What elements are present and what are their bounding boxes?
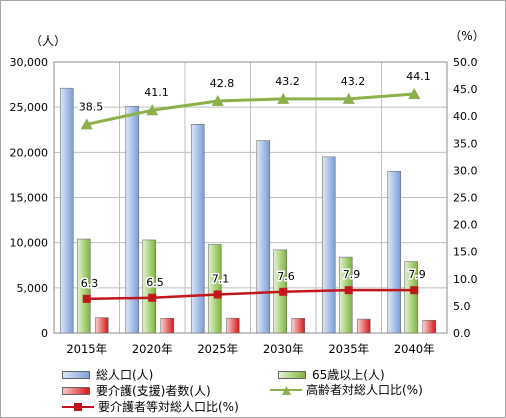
right-axis-tick-label: 25.0	[453, 192, 478, 205]
bar-care-recipients	[291, 318, 306, 334]
bar-care-recipients	[160, 317, 175, 334]
legend-item-elderly-ratio: 高齢者対総人口比(%)	[270, 381, 423, 398]
point-elderly-ratio	[80, 118, 93, 130]
point-care-ratio	[213, 290, 222, 299]
data-label-elderly-ratio: 41.1	[144, 86, 169, 99]
bar-total-population	[387, 171, 402, 334]
legend-line-elderly-ratio	[270, 385, 302, 395]
left-axis-tick-label: 10,000	[10, 237, 49, 250]
category-label: 2015年	[66, 342, 107, 356]
right-axis-tick-label: 30.0	[453, 164, 478, 177]
bar-total-population	[190, 124, 205, 334]
point-care-ratio	[82, 294, 91, 303]
point-elderly-ratio	[146, 104, 159, 116]
category-label: 2040年	[394, 342, 435, 356]
data-label-elderly-ratio: 38.5	[79, 100, 104, 113]
bar-care-recipients	[356, 318, 371, 334]
point-elderly-ratio	[342, 92, 355, 104]
data-label-elderly-ratio: 42.8	[210, 77, 235, 90]
bar-over-65	[207, 244, 222, 334]
legend-line-care-ratio	[62, 402, 94, 412]
legend-swatch-total-population	[62, 370, 90, 379]
legend-label-total-population: 総人口(人)	[96, 368, 154, 382]
data-label-elderly-ratio: 43.2	[341, 75, 366, 88]
triangle-marker-icon	[282, 385, 291, 395]
legend-label-elderly-ratio: 高齢者対総人口比(%)	[306, 383, 423, 397]
right-axis-tick-label: 45.0	[453, 83, 478, 96]
legend-label-care-recipients: 要介護(支援)者数(人)	[96, 384, 211, 398]
line-elderly-ratio	[86, 92, 415, 126]
line-care-ratio	[86, 288, 415, 301]
left-axis-tick-label: 30,000	[10, 56, 49, 69]
category-label: 2030年	[263, 342, 304, 356]
data-label-care-ratio: 7.9	[408, 268, 426, 281]
legend-swatch-over-65	[278, 370, 306, 379]
bar-care-recipients	[94, 317, 109, 334]
data-label-care-ratio: 7.1	[212, 273, 230, 286]
legend-item-over-65: 65歳以上(人)	[278, 366, 385, 383]
point-elderly-ratio	[408, 87, 421, 99]
legend-item-care-ratio: 要介護者等対総人口比(%)	[62, 398, 239, 415]
left-axis-tick-label: 15,000	[10, 192, 49, 205]
right-axis-tick-label: 40.0	[453, 110, 478, 123]
right-axis-tick-label: 50.0	[453, 56, 478, 69]
bar-over-65	[76, 238, 91, 334]
category-label: 2025年	[197, 342, 238, 356]
right-axis-tick-label: 15.0	[453, 246, 478, 259]
bar-total-population	[321, 156, 336, 334]
data-label-elderly-ratio: 43.2	[275, 75, 300, 88]
bar-total-population	[125, 105, 140, 334]
left-axis-tick-label: 25,000	[10, 101, 49, 114]
right-axis-unit-label: （%）	[449, 29, 484, 43]
chart-legend: 総人口(人) 65歳以上(人) 要介護(支援)者数(人) 高齢者対総人口比(%)…	[62, 364, 482, 416]
bar-over-65	[338, 256, 353, 334]
square-marker-icon	[74, 402, 82, 411]
legend-label-over-65: 65歳以上(人)	[312, 368, 385, 382]
data-label-care-ratio: 7.6	[277, 270, 295, 283]
right-axis-tick-label: 5.0	[453, 300, 471, 313]
point-care-ratio	[148, 293, 157, 302]
data-label-care-ratio: 6.5	[146, 276, 164, 289]
data-label-elderly-ratio: 44.1	[406, 70, 431, 83]
data-label-care-ratio: 7.9	[343, 268, 361, 281]
right-axis-tick-label: 35.0	[453, 137, 478, 150]
plot-area	[53, 61, 448, 334]
bar-over-65	[142, 239, 157, 334]
point-care-ratio	[279, 287, 288, 296]
bar-over-65	[404, 261, 419, 334]
point-care-ratio	[410, 286, 419, 295]
category-label: 2020年	[132, 342, 173, 356]
right-axis-tick-label: 0.0	[453, 327, 471, 340]
data-label-care-ratio: 6.3	[81, 277, 99, 290]
right-axis-tick-label: 10.0	[453, 273, 478, 286]
legend-item-total-population: 総人口(人)	[62, 366, 153, 383]
bar-total-population	[256, 140, 271, 334]
left-axis-tick-label: 5,000	[17, 282, 49, 295]
legend-item-care-recipients: 要介護(支援)者数(人)	[62, 382, 211, 399]
left-axis-tick-label: 0	[41, 327, 48, 340]
point-elderly-ratio	[277, 92, 290, 104]
bar-total-population	[59, 87, 74, 334]
left-axis-tick-label: 20,000	[10, 146, 49, 159]
bar-care-recipients	[422, 319, 437, 334]
legend-label-care-ratio: 要介護者等対総人口比(%)	[98, 400, 239, 414]
point-care-ratio	[344, 286, 353, 295]
right-axis-tick-label: 20.0	[453, 219, 478, 232]
category-label: 2035年	[328, 342, 369, 356]
left-axis-unit-label: （人）	[30, 34, 66, 48]
point-elderly-ratio	[211, 95, 224, 107]
bar-care-recipients	[225, 317, 240, 334]
legend-swatch-care-recipients	[62, 386, 90, 395]
